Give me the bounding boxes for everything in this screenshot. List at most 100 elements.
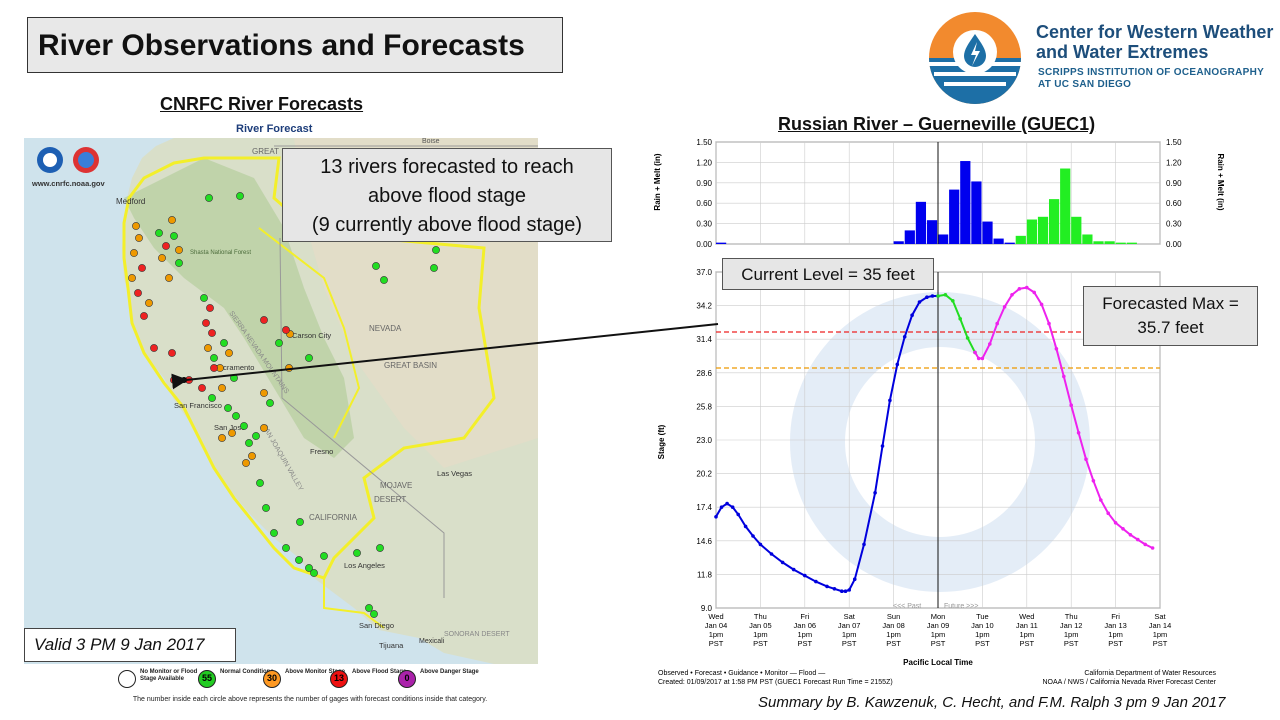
- stage-point: [725, 501, 729, 506]
- stage-point: [973, 350, 977, 355]
- org-name: Center for Western Weather and Water Ext…: [1036, 22, 1276, 62]
- gauge-dot: [320, 552, 328, 560]
- gauge-dot: [198, 384, 206, 392]
- rain-ylabel-right: Rain + Melt (in): [1216, 153, 1225, 210]
- place-label-fresno: Fresno: [310, 447, 333, 456]
- gauge-dot: [202, 319, 210, 327]
- stage-point: [1076, 431, 1081, 435]
- stage-point: [803, 573, 807, 578]
- gauge-dot: [305, 564, 313, 572]
- gauge-dot: [138, 264, 146, 272]
- x-tick-label: Jan 11: [1016, 621, 1038, 630]
- legend-circle: 30: [263, 670, 281, 688]
- x-tick-label: Wed: [708, 612, 723, 621]
- max-line2: 35.7 feet: [1137, 318, 1204, 337]
- stage-point: [832, 587, 837, 591]
- stage-point: [719, 505, 724, 510]
- place-label-medford: Medford: [116, 197, 145, 206]
- legend-label: Normal Conditions: [220, 669, 274, 675]
- gauge-dot: [376, 544, 384, 552]
- x-tick-label: 1pm: [931, 630, 946, 639]
- stage-point: [1091, 479, 1096, 483]
- gauge-dot: [252, 432, 260, 440]
- stage-point: [925, 295, 929, 299]
- gauge-dot: [140, 312, 148, 320]
- gauge-dot: [145, 299, 153, 307]
- gauge-dot: [208, 329, 216, 337]
- stage-point: [780, 560, 785, 565]
- x-tick-label: 1pm: [753, 630, 768, 639]
- gauge-dot: [365, 604, 373, 612]
- legend-label: Above Monitor Stage: [285, 669, 346, 675]
- rivers-callout: 13 rivers forecasted to reach above floo…: [282, 148, 612, 242]
- x-tick-label: 1pm: [1020, 630, 1035, 639]
- stage-point: [1143, 542, 1147, 547]
- gauge-dot: [170, 232, 178, 240]
- stage-point: [847, 588, 851, 592]
- gauge-dot: [296, 518, 304, 526]
- rain-ytick-left: 0.60: [696, 199, 712, 208]
- stage-point: [1032, 290, 1036, 295]
- gauge-dot: [430, 264, 438, 272]
- gauge-dot: [168, 216, 176, 224]
- rain-bar: [926, 220, 938, 244]
- x-tick-label: 1pm: [842, 630, 857, 639]
- rain-ylabel-left: Rain + Melt (in): [653, 153, 662, 210]
- x-tick-label: Jan 12: [1060, 621, 1083, 630]
- x-tick-label: PST: [975, 639, 990, 648]
- rain-bar: [1093, 241, 1104, 244]
- rain-ytick-left: 0.00: [696, 240, 712, 249]
- legend-label: Above Danger Stage: [420, 669, 479, 675]
- x-tick-label: Sun: [887, 612, 900, 621]
- stage-point: [758, 542, 763, 547]
- x-tick-label: Sat: [844, 612, 856, 621]
- org-name-line1: Center for Western Weather: [1036, 22, 1274, 42]
- place-label-tijuana: Tijuana: [379, 641, 404, 650]
- chart-footer-legend: Observed • Forecast • Guidance • Monitor…: [658, 670, 825, 677]
- stage-point: [852, 577, 857, 581]
- stage-point: [943, 293, 948, 297]
- gauge-dot: [128, 274, 136, 282]
- agency-line2: NOAA / NWS / California Nevada River For…: [1042, 679, 1216, 686]
- gauge-dot: [210, 354, 218, 362]
- gauge-dot: [372, 262, 380, 270]
- rain-bar: [993, 238, 1004, 244]
- rain-bar: [938, 234, 949, 244]
- x-tick-label: Thu: [754, 612, 767, 621]
- org-sub-line1: SCRIPPS INSTITUTION OF OCEANOGRAPHY: [1038, 67, 1265, 78]
- stage-point: [1025, 285, 1029, 290]
- callout-line1: 13 rivers forecasted to reach: [320, 156, 574, 178]
- stage-series-observed: [715, 295, 938, 593]
- stage-point: [1121, 527, 1125, 531]
- stage-point: [840, 589, 844, 593]
- rain-bar: [1015, 235, 1026, 244]
- rain-bar: [904, 230, 915, 244]
- page-title: River Observations and Forecasts: [27, 17, 563, 73]
- place-label-boise: Boise: [422, 138, 440, 145]
- stage-ytick: 14.6: [696, 537, 712, 546]
- gauge-dot: [208, 394, 216, 402]
- gauge-dot: [218, 434, 226, 442]
- rain-bar: [1104, 241, 1115, 244]
- stage-ytick: 34.2: [696, 302, 712, 311]
- gauge-dot: [262, 504, 270, 512]
- legend-note: The number inside each circle above repr…: [132, 696, 488, 703]
- callout-line2: above flood stage: [368, 185, 526, 207]
- stage-point: [1017, 287, 1022, 291]
- stage-ytick: 23.0: [696, 436, 712, 445]
- stage-point: [930, 294, 935, 298]
- forecast-max-callout: Forecasted Max = 35.7 feet: [1083, 286, 1258, 346]
- x-tick-label: 1pm: [1153, 630, 1168, 639]
- stage-point: [714, 515, 718, 519]
- stage-point: [1084, 457, 1088, 462]
- x-tick-label: Jan 09: [927, 621, 950, 630]
- x-tick-label: Jan 06: [794, 621, 817, 630]
- x-tick-label: Fri: [800, 612, 809, 621]
- x-tick-label: Thu: [1065, 612, 1078, 621]
- rain-bar: [1071, 216, 1082, 244]
- x-tick-label: 1pm: [886, 630, 901, 639]
- rain-bar: [1004, 242, 1015, 244]
- org-name-line2: and Water Extremes: [1036, 42, 1209, 62]
- stage-point: [1099, 498, 1103, 502]
- rain-ytick-left: 1.20: [696, 158, 712, 167]
